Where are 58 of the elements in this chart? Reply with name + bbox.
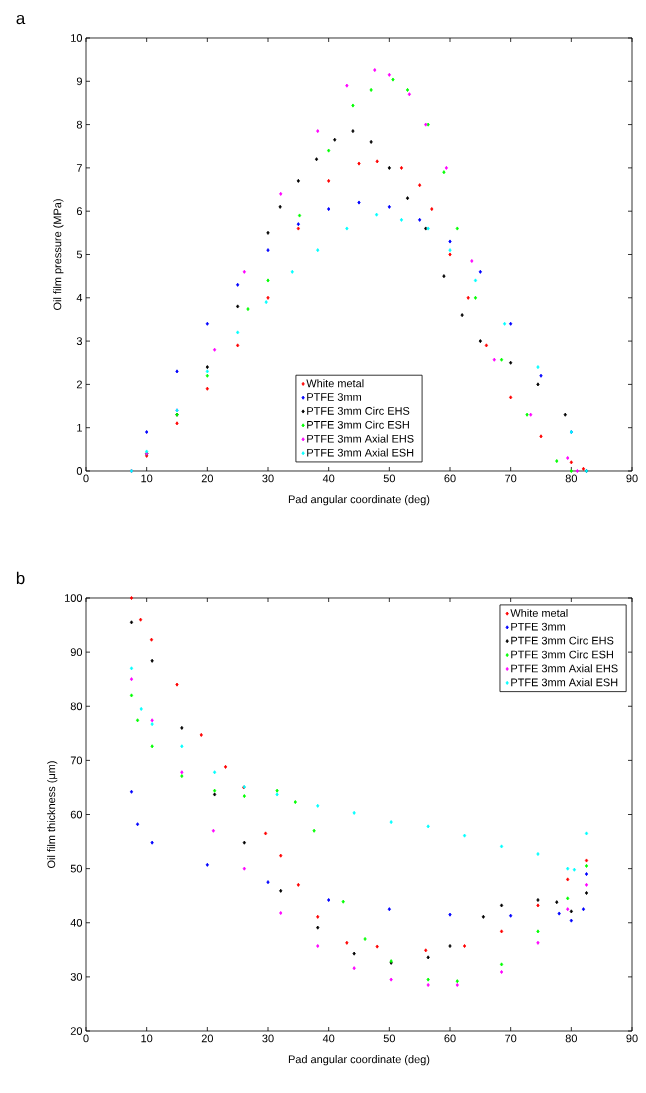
x-tick-label: 20 xyxy=(201,1034,213,1043)
x-tick-label: 10 xyxy=(141,1034,153,1043)
x-tick-label: 0 xyxy=(83,474,89,483)
y-axis-title: Oil film thickness (μm) xyxy=(47,761,58,868)
y-tick-label: 20 xyxy=(70,1027,83,1035)
y-tick-label: 1 xyxy=(77,423,82,432)
legend-label: PTFE 3mm Circ ESH xyxy=(307,420,409,429)
x-tick-label: 90 xyxy=(626,1034,638,1043)
x-tick-label: 40 xyxy=(322,474,335,483)
legend-label: PTFE 3mm Axial EHS xyxy=(307,434,414,443)
legend-label: PTFE 3mm Axial EHS xyxy=(511,664,618,673)
x-tick-label: 30 xyxy=(262,1034,274,1043)
y-tick-label: 9 xyxy=(76,77,82,86)
y-tick-label: 30 xyxy=(70,973,83,981)
y-tick-label: 8 xyxy=(76,120,82,129)
legend-label: PTFE 3mm xyxy=(511,622,566,631)
y-tick-label: 6 xyxy=(76,207,82,216)
legend-label: PTFE 3mm xyxy=(307,393,361,401)
y-tick-label: 70 xyxy=(70,756,83,765)
x-axis-title: Pad angular coordinate (deg) xyxy=(288,495,430,506)
y-tick-label: 7 xyxy=(76,164,82,172)
chart-title: a xyxy=(16,14,26,25)
x-tick-label: 50 xyxy=(383,474,395,483)
y-tick-label: 10 xyxy=(71,34,83,42)
x-tick-label: 80 xyxy=(565,474,577,483)
x-axis-title: Pad angular coordinate (deg) xyxy=(288,1055,430,1066)
y-tick-label: 80 xyxy=(70,702,83,711)
y-axis-title: Oil film pressure (MPa) xyxy=(53,199,64,310)
x-tick-label: 20 xyxy=(201,474,213,483)
y-tick-label: 5 xyxy=(76,250,83,259)
x-tick-label: 60 xyxy=(444,1034,456,1043)
x-tick-label: 70 xyxy=(505,1034,517,1043)
legend-label: White metal xyxy=(306,379,364,388)
y-tick-label: 2 xyxy=(76,380,82,389)
x-tick-label: 0 xyxy=(83,1034,89,1043)
legend-label: PTFE 3mm Circ EHS xyxy=(511,636,614,645)
legend-label: PTFE 3mm Circ EHS xyxy=(307,406,410,415)
y-tick-label: 100 xyxy=(65,594,83,602)
x-tick-label: 60 xyxy=(444,474,456,483)
y-tick-label: 50 xyxy=(70,864,83,873)
x-tick-label: 50 xyxy=(383,1034,395,1043)
legend-label: PTFE 3mm Axial ESH xyxy=(511,678,618,687)
legend-label: White metal xyxy=(510,608,568,617)
y-tick-label: 4 xyxy=(76,294,83,302)
x-tick-label: 80 xyxy=(565,1034,577,1043)
y-tick-label: 3 xyxy=(76,337,82,345)
y-tick-label: 90 xyxy=(70,648,83,657)
x-tick-label: 40 xyxy=(322,1034,335,1043)
x-tick-label: 30 xyxy=(262,474,274,483)
y-tick-label: 0 xyxy=(76,467,83,475)
chart-title: b xyxy=(16,571,25,585)
legend-label: PTFE 3mm Circ ESH xyxy=(511,650,613,659)
x-tick-label: 90 xyxy=(626,474,638,483)
y-tick-label: 40 xyxy=(70,918,83,927)
x-tick-label: 10 xyxy=(141,474,153,483)
legend-label: PTFE 3mm Axial ESH xyxy=(307,448,414,457)
x-tick-label: 70 xyxy=(505,474,517,483)
y-tick-label: 60 xyxy=(70,810,83,819)
